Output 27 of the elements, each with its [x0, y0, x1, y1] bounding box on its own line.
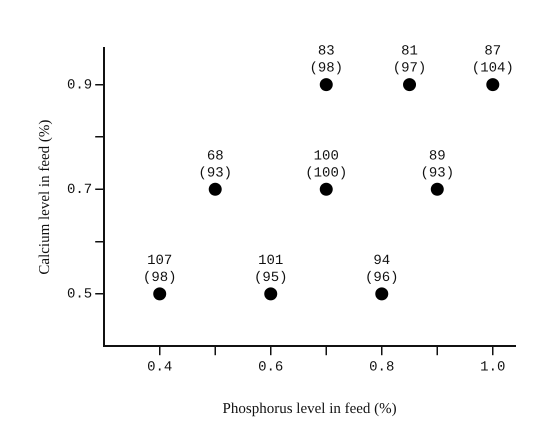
data-label: 89 (93) [420, 148, 454, 182]
y-tick-label: 0.7 [66, 182, 92, 198]
data-label: 107 (98) [142, 252, 177, 286]
y-axis-title: Calcium level in feed (%) [36, 120, 53, 275]
point [375, 287, 388, 300]
x-tick-label: 1.0 [480, 359, 506, 376]
data-label: 68 (93) [198, 148, 232, 182]
data-label: 100 (100) [305, 148, 348, 182]
point [430, 182, 444, 196]
x-tick-label: 0.8 [369, 359, 394, 376]
point [320, 78, 333, 92]
x-tick-label: 0.6 [258, 359, 284, 376]
point [403, 78, 416, 92]
point [320, 182, 333, 196]
data-label: 87 (104) [472, 44, 514, 77]
y-tick-label: 0.5 [66, 286, 92, 303]
y-tick-label: 0.9 [66, 77, 92, 94]
data-label: 83 (98) [309, 44, 344, 77]
point [486, 78, 500, 92]
data-label: 81 (97) [392, 44, 426, 77]
data-label: 101 (95) [254, 252, 288, 286]
data-label: 94 (96) [364, 252, 399, 286]
x-tick-label: 0.4 [147, 359, 172, 376]
point [208, 182, 222, 196]
point [153, 287, 166, 300]
point [264, 287, 278, 300]
x-axis-title: Phosphorus level in feed (%) [222, 400, 397, 417]
